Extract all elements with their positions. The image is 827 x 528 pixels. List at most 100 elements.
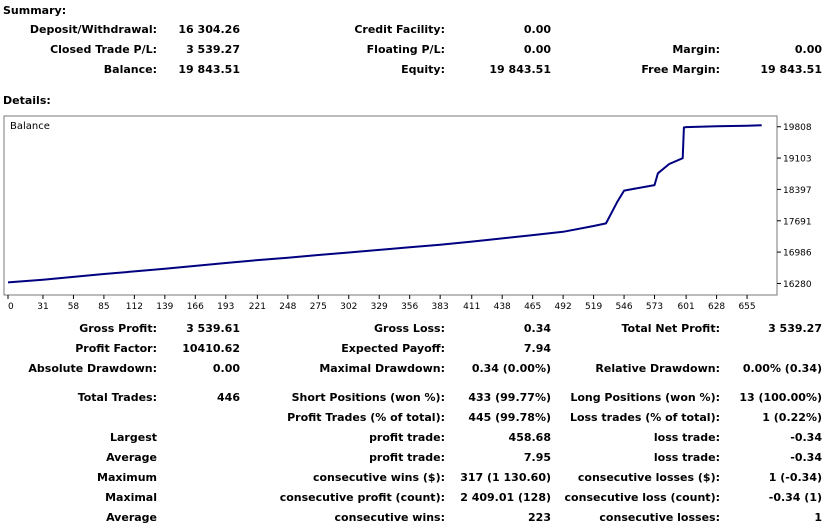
- details-label: Expected Payoff:: [341, 342, 445, 355]
- details-value: 0.00% (0.34): [742, 362, 822, 375]
- x-tick-label: 248: [279, 302, 296, 312]
- x-tick-label: 112: [126, 302, 143, 312]
- x-tick-label: 411: [463, 302, 480, 312]
- details-value: 2 409.01 (128): [460, 491, 551, 504]
- details-value: -0.34 (1): [768, 491, 822, 504]
- details-label: profit trade:: [369, 451, 445, 464]
- details-value: 1 (-0.34): [768, 471, 822, 484]
- details-value: 3 539.61: [186, 322, 240, 335]
- x-tick-label: 465: [524, 302, 541, 312]
- y-tick-label: 19103: [783, 155, 812, 165]
- details-label: Maximum: [97, 471, 157, 484]
- x-tick-label: 0: [8, 302, 14, 312]
- details-value: 10410.62: [182, 342, 240, 355]
- x-tick-label: 628: [708, 302, 725, 312]
- details-label: Loss trades (% of total):: [569, 411, 720, 424]
- x-tick-label: 85: [98, 302, 109, 312]
- details-label: profit trade:: [369, 431, 445, 444]
- summary-label: Floating P/L:: [366, 43, 445, 56]
- x-tick-label: 193: [217, 302, 234, 312]
- details-value: -0.34: [790, 431, 822, 444]
- chart-title: Balance: [10, 121, 50, 132]
- details-label: consecutive losses:: [599, 511, 720, 524]
- summary-label: Balance:: [103, 63, 157, 76]
- x-tick-label: 492: [555, 302, 572, 312]
- details-label: consecutive wins ($):: [312, 471, 445, 484]
- details-label: Average: [106, 511, 157, 524]
- details-label: loss trade:: [653, 431, 720, 444]
- details-label: Gross Loss:: [374, 322, 445, 335]
- x-tick-label: 519: [585, 302, 602, 312]
- summary-label: Credit Facility:: [354, 23, 445, 36]
- details-value: 3 539.27: [768, 322, 822, 335]
- x-tick-label: 166: [187, 302, 204, 312]
- summary-title: Summary:: [3, 4, 67, 17]
- x-tick-label: 655: [738, 302, 755, 312]
- summary-label: Deposit/Withdrawal:: [29, 23, 157, 36]
- balance-chart: Balance 0 31 58 85 112 139 166 193 221 248 275 302 3…: [3, 115, 812, 312]
- x-tick-label: 221: [249, 302, 266, 312]
- details-label: Profit Factor:: [75, 342, 157, 355]
- details-value: 446: [217, 391, 240, 404]
- details-value: 13 (100.00%): [739, 391, 822, 404]
- y-tick-label: 16986: [783, 249, 812, 259]
- details-label: consecutive losses ($):: [577, 471, 720, 484]
- y-tick-label: 17691: [783, 217, 812, 227]
- details-label: Long Positions (won %):: [570, 391, 720, 404]
- x-tick-label: 302: [340, 302, 357, 312]
- summary-value: 0.00: [523, 23, 551, 36]
- y-tick-label: 16280: [783, 280, 812, 290]
- details-value: 1: [814, 511, 822, 524]
- summary-label: Free Margin:: [641, 63, 720, 76]
- details-label: Total Trades:: [77, 391, 157, 404]
- summary-value: 19 843.51: [178, 63, 240, 76]
- details-title: Details:: [3, 94, 51, 107]
- x-tick-label: 139: [156, 302, 173, 312]
- details-label: Relative Drawdown:: [595, 362, 720, 375]
- details-value: 223: [528, 511, 551, 524]
- y-tick-label: 18397: [783, 186, 812, 196]
- details-label: Maximal: [105, 491, 157, 504]
- summary-value: 19 843.51: [760, 63, 822, 76]
- plot-frame: [3, 115, 778, 296]
- details-value: 0.34 (0.00%): [471, 362, 551, 375]
- x-tick-label: 438: [494, 302, 511, 312]
- details-label: Absolute Drawdown:: [28, 362, 157, 375]
- x-tick-label: 546: [615, 302, 632, 312]
- details-value: 1 (0.22%): [762, 411, 822, 424]
- details-value: -0.34: [790, 451, 822, 464]
- summary-value: 16 304.26: [178, 23, 240, 36]
- x-tick-label: 573: [646, 302, 663, 312]
- details-value: 317 (1 130.60): [460, 471, 551, 484]
- summary-label: Closed Trade P/L:: [50, 43, 157, 56]
- x-axis: 0 31 58 85 112 139 166 193 221 248 275 302 329 356 383…: [7, 295, 756, 312]
- summary-label: Equity:: [401, 63, 445, 76]
- details-label: consecutive loss (count):: [564, 491, 720, 504]
- summary-value: 0.00: [523, 43, 551, 56]
- details-value: 0.34: [523, 322, 551, 335]
- details-value: 0.00: [212, 362, 240, 375]
- balance-series-line: [7, 124, 762, 284]
- details-value: 433 (99.77%): [468, 391, 551, 404]
- x-tick-label: 275: [310, 302, 327, 312]
- details-label: loss trade:: [653, 451, 720, 464]
- x-tick-label: 58: [68, 302, 80, 312]
- y-tick-label: 19808: [783, 123, 812, 133]
- x-tick-label: 329: [371, 302, 388, 312]
- x-tick-label: 356: [401, 302, 418, 312]
- details-label: Profit Trades (% of total):: [287, 411, 445, 424]
- details-label: Gross Profit:: [79, 322, 157, 335]
- details-label: Maximal Drawdown:: [319, 362, 445, 375]
- details-label: Average: [106, 451, 157, 464]
- details-label: consecutive wins:: [334, 511, 445, 524]
- y-axis: 16280 16986 17691 18397 19103 19808: [777, 123, 812, 290]
- details-value: 458.68: [508, 431, 551, 444]
- summary-value: 3 539.27: [186, 43, 240, 56]
- summary-value: 19 843.51: [489, 63, 551, 76]
- summary-label: Margin:: [672, 43, 720, 56]
- details-label: Largest: [110, 431, 157, 444]
- details-label: consecutive profit (count):: [279, 491, 445, 504]
- details-label: Total Net Profit:: [621, 322, 721, 335]
- summary-value: 0.00: [794, 43, 822, 56]
- details-value: 445 (99.78%): [468, 411, 551, 424]
